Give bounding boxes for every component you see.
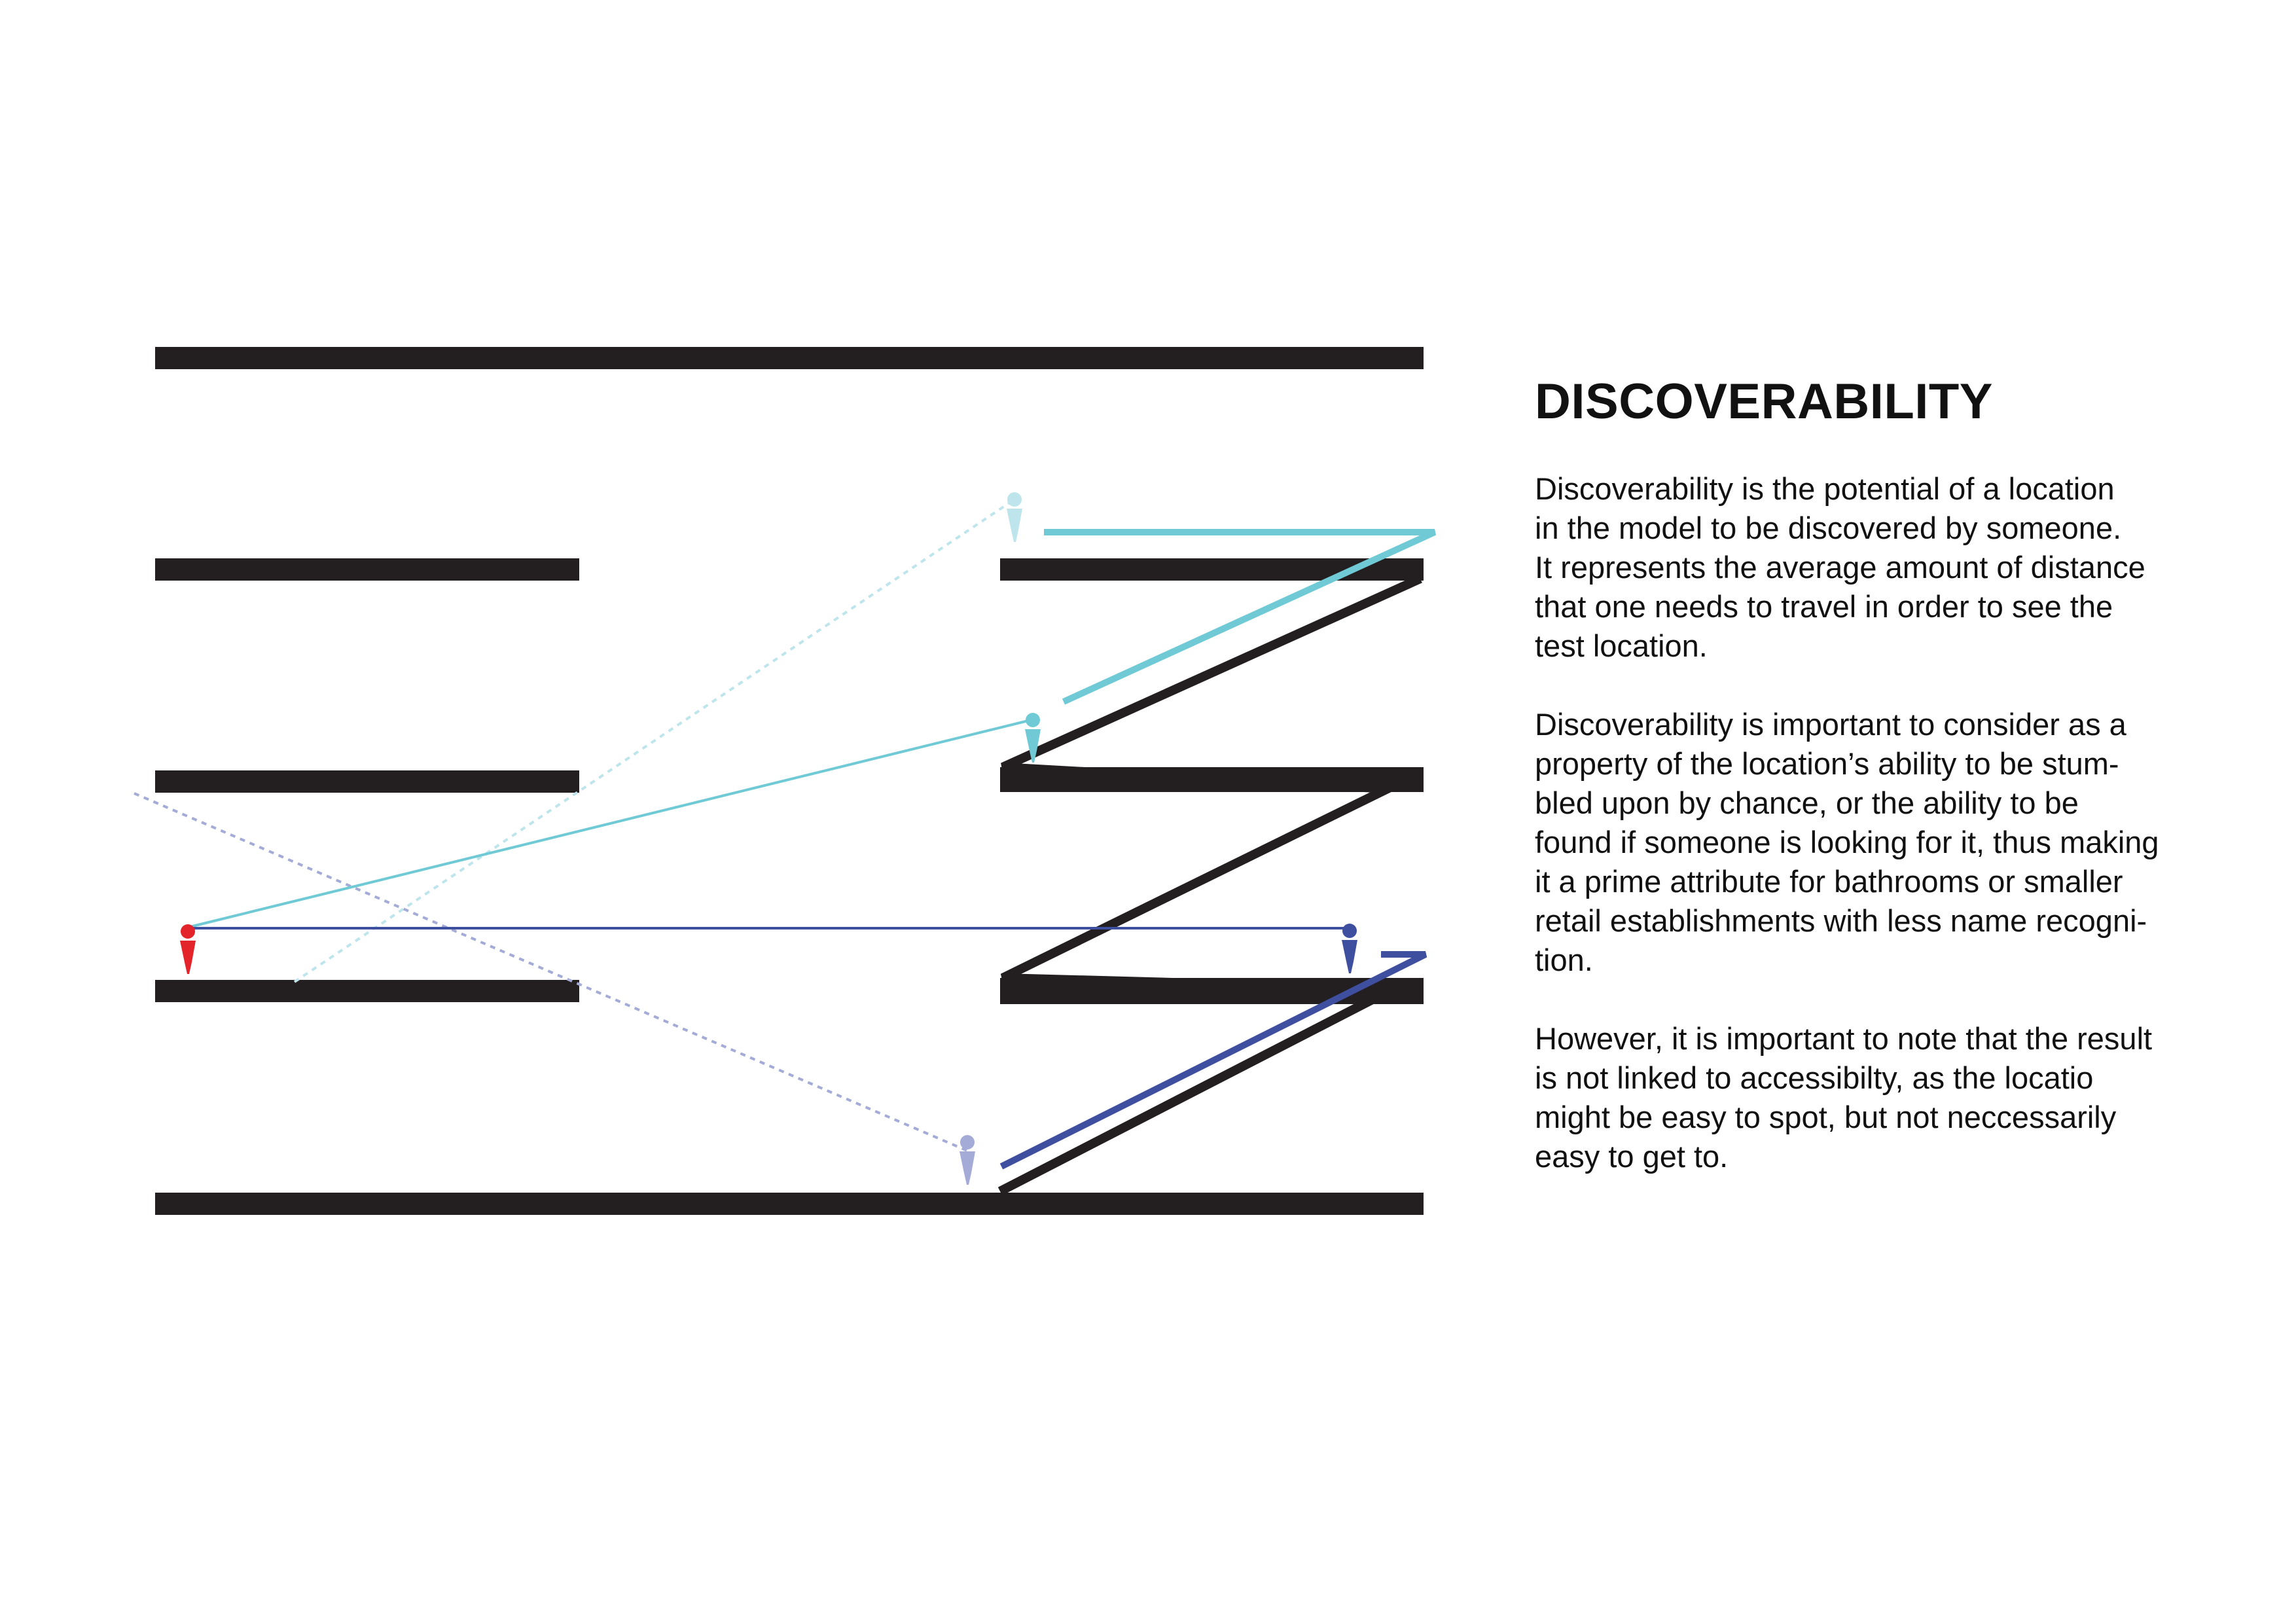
text-line: tion. xyxy=(1535,943,1593,977)
text-line: test location. xyxy=(1535,628,1708,663)
person-dark-blue-icon xyxy=(1342,924,1357,973)
text-line: found if someone is looking for it, thus… xyxy=(1535,825,2159,859)
floor-top xyxy=(155,347,1424,369)
person-observer-icon xyxy=(180,924,196,974)
floor-level-2-left xyxy=(155,980,579,1002)
text-line: retail establishments with less name rec… xyxy=(1535,903,2147,938)
text-line: is not linked to accessibilty, as the lo… xyxy=(1535,1060,2094,1095)
travel-path-dark-blue xyxy=(999,951,1427,1170)
text-line: It represents the average amount of dist… xyxy=(1535,550,2145,585)
floor-bottom xyxy=(155,1193,1424,1215)
paragraph-definition: Discoverability is the potential of a lo… xyxy=(1535,469,2268,666)
description-panel: DISCOVERABILITY Discoverability is the p… xyxy=(1535,373,2268,1216)
sightline-lavender xyxy=(134,792,968,1152)
text-line: it a prime attribute for bathrooms or sm… xyxy=(1535,864,2123,899)
person-light-cyan-icon xyxy=(1007,492,1022,542)
sightline-light-cyan xyxy=(293,498,1016,983)
person-lavender-icon xyxy=(960,1135,975,1185)
text-line: property of the location’s ability to be… xyxy=(1535,746,2119,781)
text-line: Discoverability is the potential of a lo… xyxy=(1535,471,2115,506)
floor-level-3-left xyxy=(155,770,579,793)
text-line: in the model to be discovered by someone… xyxy=(1535,511,2122,545)
travel-path-cyan xyxy=(1044,529,1437,705)
page-title: DISCOVERABILITY xyxy=(1535,374,1993,429)
text-line: Discoverability is important to consider… xyxy=(1535,707,2126,742)
text-line: might be easy to spot, but not neccessar… xyxy=(1535,1100,2117,1134)
discoverability-diagram xyxy=(134,347,1437,1215)
paragraph-caveat: However, it is important to note that th… xyxy=(1535,1019,2268,1176)
text-line: that one needs to travel in order to see… xyxy=(1535,589,2113,624)
text-line: bled upon by chance, or the ability to b… xyxy=(1535,785,2079,820)
person-cyan-icon xyxy=(1025,713,1041,763)
text-line: easy to get to. xyxy=(1535,1139,1729,1174)
paragraph-importance: Discoverability is important to consider… xyxy=(1535,705,2268,980)
floor-level-4-left xyxy=(155,558,579,581)
zigzag-ramp xyxy=(997,574,1422,1196)
sightline-cyan xyxy=(189,719,1031,928)
text-line: However, it is important to note that th… xyxy=(1535,1021,2153,1056)
